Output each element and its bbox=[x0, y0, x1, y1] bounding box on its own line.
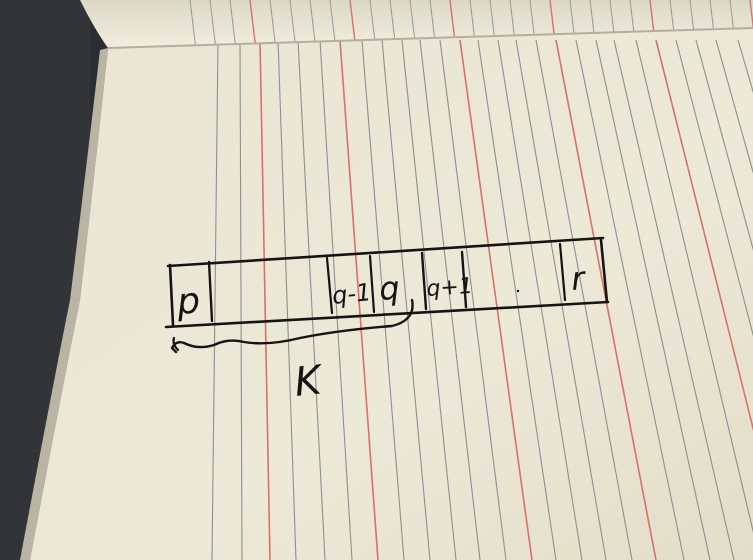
margin-rule-red bbox=[249, 0, 257, 48]
ruled-line bbox=[613, 39, 735, 560]
margin-rule-red bbox=[259, 39, 271, 560]
cell-label-q-plus-1: q+1 bbox=[426, 274, 474, 302]
margin-rule-red bbox=[459, 39, 533, 560]
cell-label-q: q bbox=[378, 269, 401, 308]
ruled-line bbox=[239, 39, 243, 560]
ruled-line bbox=[575, 39, 685, 560]
cell-divider bbox=[325, 256, 334, 315]
cell-divider bbox=[420, 251, 428, 311]
ruled-line bbox=[595, 39, 711, 560]
ruled-line bbox=[419, 39, 481, 560]
page-rulings bbox=[211, 39, 753, 560]
ink-dot bbox=[516, 289, 520, 293]
ruled-line bbox=[695, 39, 753, 560]
ruled-line bbox=[209, 0, 217, 48]
ruled-line bbox=[189, 0, 197, 48]
ruled-line bbox=[361, 39, 405, 560]
margin-rule-red bbox=[749, 0, 753, 48]
array-left-edge bbox=[168, 263, 175, 327]
cell-divider bbox=[460, 250, 468, 309]
ruled-line bbox=[277, 39, 297, 560]
ruled-line bbox=[229, 0, 237, 48]
notebook-page bbox=[30, 28, 753, 560]
ruled-line bbox=[269, 0, 277, 48]
ruled-line bbox=[297, 39, 326, 560]
cell-divider bbox=[368, 254, 376, 314]
array-diagram bbox=[164, 236, 610, 354]
ruled-line bbox=[715, 39, 753, 560]
cell-labels: p q-1 q q+1 r K bbox=[175, 259, 588, 406]
ruled-line bbox=[635, 39, 753, 560]
ruled-line bbox=[381, 39, 431, 560]
ruled-line bbox=[497, 39, 583, 560]
array-top-edge bbox=[166, 236, 605, 268]
page-stack-edge bbox=[20, 48, 108, 560]
ruled-line bbox=[319, 39, 353, 560]
ruled-line bbox=[477, 39, 557, 560]
cell-label-p: p bbox=[175, 280, 202, 323]
cell-divider bbox=[558, 242, 567, 302]
brace-hook bbox=[172, 336, 180, 352]
ruled-line bbox=[401, 39, 457, 560]
ruled-line bbox=[515, 39, 607, 560]
margin-rule-red bbox=[655, 39, 753, 560]
cell-label-q-minus-1: q-1 bbox=[331, 278, 373, 310]
ruled-line bbox=[675, 39, 753, 560]
array-bottom-edge bbox=[164, 300, 610, 329]
ruled-line bbox=[535, 39, 633, 560]
ruled-line bbox=[211, 39, 219, 560]
cell-label-r: r bbox=[570, 259, 588, 298]
array-right-edge bbox=[599, 238, 609, 304]
ruled-line bbox=[439, 39, 507, 560]
cell-divider bbox=[207, 260, 214, 323]
margin-rule-red bbox=[339, 39, 379, 560]
curly-brace bbox=[170, 298, 414, 354]
